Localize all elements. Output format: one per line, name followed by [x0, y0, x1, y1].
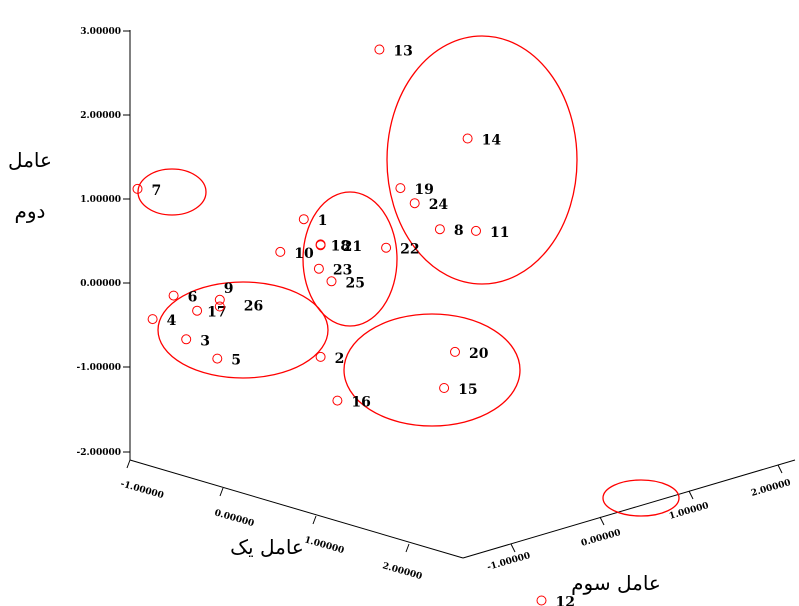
- x-tick-label: -1.00000: [119, 479, 164, 501]
- z-ticks: -1.00000 0.00000 1.00000 2.00000: [486, 464, 792, 573]
- point-label-22: 22: [400, 242, 419, 258]
- point-label-9: 9: [224, 281, 234, 297]
- data-point-11: [471, 225, 481, 236]
- data-point-16: [332, 395, 343, 406]
- x-tick-mark: [126, 459, 131, 469]
- data-point-19: [395, 183, 406, 194]
- point-label-26: 26: [244, 299, 263, 315]
- z-tick-label: 0.00000: [580, 528, 622, 549]
- data-point-5: [212, 353, 223, 364]
- point-label-5: 5: [231, 353, 241, 369]
- data-point-20: [450, 346, 460, 357]
- data-point-12: [536, 595, 547, 606]
- y-tick-label: 0.00000: [80, 279, 121, 289]
- point-label-17: 17: [207, 305, 226, 321]
- cluster-ellipses: [137, 35, 680, 517]
- z-tick-label: 2.00000: [750, 478, 792, 499]
- x-tick-label: 1.00000: [303, 535, 345, 556]
- x-tick-mark: [312, 515, 317, 525]
- z-tick-mark: [688, 490, 694, 500]
- cluster-ellipse: [302, 191, 398, 327]
- y-ticks: 3.00000 2.00000 1.00000 0.00000 -1.00000…: [77, 27, 130, 458]
- point-label-23: 23: [333, 263, 352, 279]
- x-tick-mark: [219, 487, 224, 497]
- data-point-1: [298, 214, 309, 225]
- z-tick-mark: [510, 543, 516, 553]
- data-point-24: [409, 198, 420, 209]
- point-label-2: 2: [335, 351, 345, 367]
- cluster-ellipse: [137, 168, 207, 216]
- data-point-2: [315, 351, 326, 362]
- data-point-23: [313, 263, 324, 274]
- data-point-17: [192, 305, 203, 316]
- point-label-3: 3: [200, 333, 210, 349]
- data-point-8: [434, 224, 445, 235]
- cluster-ellipse: [386, 35, 578, 285]
- data-point-6: [168, 290, 179, 301]
- point-label-10: 10: [294, 246, 314, 262]
- data-point-22: [381, 242, 392, 253]
- point-label-1: 1: [318, 213, 328, 229]
- point-label-11: 11: [490, 225, 509, 241]
- data-point-3: [181, 334, 192, 345]
- data-point-4: [147, 314, 158, 325]
- point-label-24: 24: [429, 197, 449, 213]
- z-tick-label: 1.00000: [668, 501, 710, 522]
- z-axis-title: عامل سوم: [571, 571, 661, 595]
- z-tick-mark: [599, 516, 605, 526]
- y-tick-label: -2.00000: [77, 448, 121, 458]
- data-point-7: [132, 183, 143, 194]
- cluster-ellipse: [157, 281, 329, 379]
- z-tick-label: -1.00000: [486, 551, 531, 573]
- z-tick-mark: [777, 464, 783, 474]
- x-axis-title: عامل یک: [230, 535, 304, 559]
- y-axis-title-line2: دوم: [15, 199, 46, 223]
- y-axis-title-line1: عامل: [8, 148, 52, 172]
- data-point-13: [374, 44, 385, 55]
- data-point-10: [275, 246, 286, 257]
- point-label-16: 16: [351, 395, 370, 411]
- data-point-14: [462, 133, 473, 144]
- point-label-12: 12: [556, 595, 575, 606]
- data-point-15: [439, 383, 450, 393]
- point-label-8: 8: [454, 223, 464, 239]
- data-point-25: [326, 276, 337, 287]
- data-point-21: [315, 240, 326, 251]
- y-tick-label: 2.00000: [80, 111, 121, 121]
- x-ticks: -1.00000 0.00000 1.00000 2.00000: [119, 459, 423, 582]
- point-label-18: 18: [331, 238, 350, 254]
- point-label-4: 4: [167, 313, 177, 329]
- z-axis-line: [462, 459, 796, 559]
- x-tick-label: 0.00000: [213, 508, 255, 529]
- y-tick-label: 1.00000: [80, 195, 121, 205]
- point-label-25: 25: [346, 275, 365, 291]
- point-label-14: 14: [482, 133, 502, 149]
- point-label-6: 6: [188, 290, 198, 306]
- point-label-21: 21: [343, 239, 362, 255]
- point-label-7: 7: [152, 183, 162, 199]
- data-point-26: [214, 301, 225, 312]
- data-point-9: [214, 294, 225, 305]
- x-tick-label: 2.00000: [381, 561, 423, 582]
- point-label-20: 20: [469, 346, 489, 362]
- point-label-13: 13: [393, 44, 412, 60]
- axes: 3.00000 2.00000 1.00000 0.00000 -1.00000…: [8, 27, 796, 595]
- cluster-ellipse: [343, 313, 521, 427]
- y-tick-label: -1.00000: [77, 363, 121, 373]
- cluster-ellipse: [602, 479, 680, 517]
- point-label-15: 15: [458, 382, 477, 398]
- data-point-18: [315, 239, 326, 250]
- point-label-19: 19: [414, 182, 433, 198]
- x-tick-mark: [405, 543, 410, 553]
- y-tick-label: 3.00000: [80, 27, 121, 37]
- x-axis-line: [129, 459, 464, 559]
